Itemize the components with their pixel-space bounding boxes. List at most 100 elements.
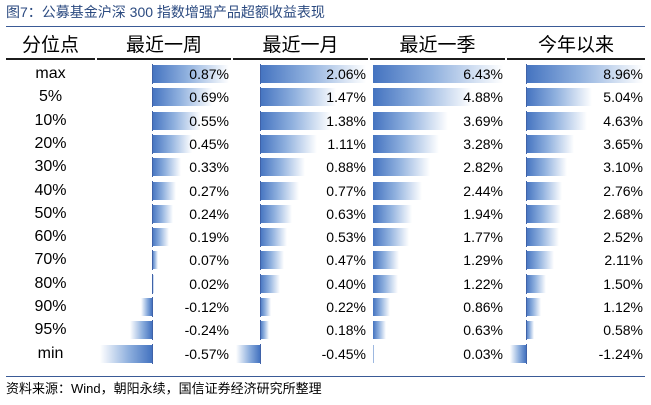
cell-value: 2.11% (604, 252, 643, 269)
cell-value: 3.69% (463, 112, 503, 129)
cell-value: 0.86% (463, 299, 503, 315)
data-cell: 1.77% (370, 225, 505, 249)
data-bar (259, 228, 288, 247)
data-cell: 2.44% (370, 179, 505, 203)
row-label: 60% (34, 228, 67, 246)
data-bar (259, 274, 281, 293)
data-cell: 0.87% (97, 62, 231, 86)
header-underline (233, 58, 368, 60)
data-cell: 1.47% (233, 85, 368, 109)
zero-axis (526, 203, 528, 224)
zero-axis (526, 110, 528, 131)
data-table: 分位点 最近一周 最近一月 最近一季 今年以来 max 0.87% 2.06% 6.43% 8.9… (6, 33, 645, 364)
row-label: 95% (34, 321, 67, 339)
data-cell: 1.94% (370, 202, 505, 226)
zero-axis (259, 227, 261, 248)
cell-value: 3.65% (603, 135, 643, 152)
cell-value: 1.77% (463, 229, 503, 246)
row-header: 分位点 (6, 33, 95, 58)
data-bar (373, 321, 386, 340)
row-label: 5% (38, 88, 63, 106)
header-underline (370, 58, 505, 60)
zero-axis (526, 250, 528, 271)
data-bar (526, 321, 534, 340)
cell-value: 0.02% (189, 275, 229, 292)
data-bar (151, 158, 182, 177)
cell-value: 0.58% (603, 322, 643, 339)
zero-axis (259, 343, 261, 364)
row-label: 30% (34, 158, 67, 176)
data-bar (151, 204, 174, 223)
cell-value: -0.45% (321, 345, 366, 362)
data-cell: 0.19% (97, 225, 231, 249)
zero-axis (259, 180, 261, 201)
zero-axis (151, 250, 153, 271)
data-cell: -1.24% (507, 342, 645, 366)
cell-value: 1.22% (463, 275, 503, 292)
data-cell: 0.40% (233, 272, 368, 296)
zero-axis (259, 320, 261, 341)
cell-value: 0.77% (326, 182, 366, 199)
data-bar (151, 228, 169, 247)
zero-axis (526, 297, 528, 317)
zero-axis (526, 133, 528, 154)
cell-value: 2.44% (463, 182, 503, 199)
data-cell: 0.55% (97, 109, 231, 133)
zero-axis (259, 110, 261, 131)
source-note: 资料来源：Wind，朝阳永续，国信证券经济研究所整理 (6, 381, 322, 396)
data-bar (526, 88, 592, 107)
data-bar (259, 158, 306, 177)
data-bar (526, 251, 554, 270)
data-bar (373, 134, 440, 153)
zero-axis (526, 273, 528, 294)
cell-value: 2.06% (326, 66, 366, 82)
data-cell: 4.88% (370, 85, 505, 109)
data-bar (259, 298, 272, 316)
row-label: 70% (34, 251, 67, 269)
column-header: 最近一周 (97, 33, 231, 58)
column-header: 最近一季 (370, 33, 505, 58)
data-bar (373, 251, 400, 270)
data-cell: 5.04% (507, 85, 645, 109)
data-cell: 4.63% (507, 109, 645, 133)
cell-value: 0.55% (189, 112, 229, 129)
cell-value: 0.18% (326, 322, 366, 339)
cell-value: 0.22% (326, 299, 366, 315)
data-cell: 3.69% (370, 109, 505, 133)
data-bar (373, 204, 413, 223)
cell-value: 0.63% (463, 322, 503, 339)
data-cell: 0.03% (370, 342, 505, 366)
data-bar (259, 321, 269, 340)
figure-title: 图7：公募基金沪深 300 指数增强产品超额收益表现 (6, 4, 325, 20)
data-cell: 1.12% (507, 295, 645, 319)
data-bar (373, 88, 472, 107)
row-label: 90% (34, 298, 67, 315)
row-label: 50% (34, 204, 67, 222)
data-bar (259, 88, 336, 107)
data-bar (526, 65, 643, 83)
cell-value: 5.04% (603, 89, 643, 106)
data-bar (373, 298, 391, 316)
data-bar (259, 65, 366, 83)
cell-value: 1.11% (327, 135, 366, 152)
data-bar (236, 344, 260, 363)
header-underline (507, 58, 645, 60)
data-cell: 0.88% (233, 155, 368, 179)
cell-value: 0.63% (326, 205, 366, 222)
cell-value: -0.12% (184, 299, 229, 315)
zero-axis (151, 87, 153, 108)
column-header: 最近一月 (233, 33, 368, 58)
data-cell: -0.24% (97, 318, 231, 342)
zero-axis (151, 180, 153, 201)
data-bar (373, 344, 374, 363)
cell-value: 0.47% (326, 252, 366, 269)
zero-axis (151, 343, 153, 364)
data-cell: 1.22% (370, 272, 505, 296)
cell-value: 4.88% (463, 89, 503, 106)
data-cell: 0.47% (233, 248, 368, 272)
cell-value: 0.27% (189, 182, 229, 199)
data-cell: 0.24% (97, 202, 231, 226)
cell-value: 0.19% (189, 229, 229, 246)
row-label: min (37, 344, 64, 362)
data-bar (151, 181, 176, 200)
